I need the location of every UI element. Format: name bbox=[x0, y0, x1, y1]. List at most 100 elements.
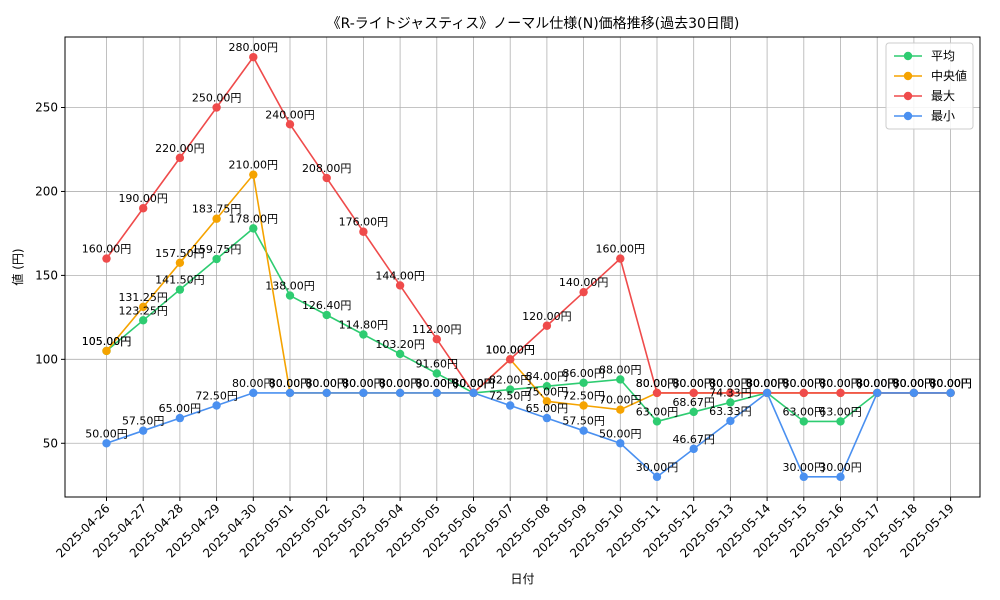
y-tick-label: 100 bbox=[35, 352, 58, 366]
data-label: 80.00円 bbox=[452, 377, 495, 390]
legend-entry: 最小 bbox=[931, 109, 955, 123]
data-label: 80.00円 bbox=[893, 377, 936, 390]
data-label: 80.00円 bbox=[746, 377, 789, 390]
data-point bbox=[836, 417, 845, 426]
data-point bbox=[139, 204, 148, 213]
data-label: 80.00円 bbox=[452, 377, 495, 390]
data-label: 100.00円 bbox=[485, 343, 535, 356]
data-point bbox=[139, 316, 148, 325]
data-label: 63.33円 bbox=[709, 405, 752, 418]
data-label: 105.00円 bbox=[82, 335, 132, 348]
data-label: 82.00円 bbox=[489, 374, 532, 387]
data-label: 80.00円 bbox=[672, 377, 715, 390]
data-label: 144.00円 bbox=[375, 269, 425, 282]
data-point bbox=[836, 388, 845, 398]
data-label: 80.00円 bbox=[636, 377, 679, 390]
chart-title: 《R-ライトジャスティス》ノーマル仕様(N)価格推移(過去30日間) bbox=[327, 16, 740, 32]
data-point bbox=[249, 170, 258, 179]
data-point bbox=[616, 375, 625, 384]
data-label: 80.00円 bbox=[305, 377, 348, 390]
data-point bbox=[432, 369, 441, 378]
data-label: 65.00円 bbox=[159, 402, 202, 415]
data-label: 80.00円 bbox=[305, 377, 348, 390]
data-point bbox=[726, 398, 735, 407]
data-label: 100.00円 bbox=[485, 343, 535, 356]
data-label: 80.00円 bbox=[746, 377, 789, 390]
data-point bbox=[652, 417, 662, 426]
data-point bbox=[395, 349, 405, 359]
data-label: 75.00円 bbox=[526, 385, 569, 398]
data-label: 80.00円 bbox=[342, 377, 385, 390]
data-label: 80.00円 bbox=[893, 377, 936, 390]
legend-marker bbox=[903, 91, 913, 101]
data-label: 63.00円 bbox=[783, 405, 826, 418]
axes: 2025-04-262025-04-272025-04-282025-04-29… bbox=[35, 101, 957, 561]
data-label: 80.00円 bbox=[452, 377, 495, 390]
data-point bbox=[542, 381, 552, 391]
data-point bbox=[285, 291, 295, 300]
data-label: 68.67円 bbox=[672, 396, 715, 409]
data-label: 114.80円 bbox=[339, 318, 389, 331]
data-label: 208.00円 bbox=[302, 162, 352, 175]
data-label: 80.00円 bbox=[819, 377, 862, 390]
data-label: 80.00円 bbox=[929, 377, 972, 390]
data-point bbox=[175, 153, 185, 163]
data-point bbox=[212, 214, 221, 223]
data-point bbox=[395, 388, 405, 398]
data-label: 80.00円 bbox=[269, 377, 312, 390]
data-label: 210.00円 bbox=[229, 159, 279, 172]
data-label: 70.00円 bbox=[599, 394, 642, 407]
data-label: 178.00円 bbox=[229, 212, 279, 225]
data-label: 80.00円 bbox=[709, 377, 752, 390]
legend-marker bbox=[903, 111, 913, 121]
data-point bbox=[616, 405, 625, 414]
legend-entry: 中央値 bbox=[931, 68, 967, 83]
data-label: 220.00円 bbox=[155, 142, 205, 155]
data-label: 30.00円 bbox=[636, 461, 679, 474]
data-label: 250.00円 bbox=[192, 92, 242, 105]
data-point bbox=[506, 401, 515, 410]
data-point bbox=[652, 472, 662, 482]
plot-series bbox=[102, 52, 955, 482]
data-label: 72.50円 bbox=[489, 390, 532, 403]
data-point bbox=[249, 388, 258, 398]
data-point bbox=[359, 330, 368, 339]
series-line-0 bbox=[105, 227, 951, 423]
data-label: 80.00円 bbox=[452, 377, 495, 390]
data-label: 65.00円 bbox=[526, 402, 569, 415]
x-axis-title: 日付 bbox=[510, 572, 534, 586]
data-point bbox=[212, 103, 221, 112]
data-label: 88.00円 bbox=[599, 363, 642, 376]
data-label: 140.00円 bbox=[559, 276, 609, 289]
data-point bbox=[285, 120, 295, 129]
data-point bbox=[395, 281, 405, 290]
data-point bbox=[579, 287, 588, 297]
data-point bbox=[175, 285, 185, 294]
data-point bbox=[322, 388, 331, 398]
data-label: 157.50円 bbox=[155, 247, 205, 260]
data-label: 72.50円 bbox=[562, 390, 605, 403]
data-label: 80.00円 bbox=[672, 377, 715, 390]
legend-marker bbox=[903, 71, 913, 81]
data-label: 105.00円 bbox=[82, 335, 132, 348]
data-point bbox=[506, 385, 515, 394]
data-label: 63.00円 bbox=[819, 405, 862, 418]
data-label: 80.00円 bbox=[783, 377, 826, 390]
legend-box bbox=[885, 42, 974, 130]
data-point bbox=[689, 444, 698, 454]
data-label: 159.75円 bbox=[192, 243, 242, 256]
data-point bbox=[432, 334, 441, 344]
data-label: 80.00円 bbox=[746, 377, 789, 390]
series-line-2 bbox=[105, 55, 951, 395]
data-point bbox=[726, 416, 735, 426]
data-point bbox=[175, 413, 185, 423]
data-point bbox=[212, 254, 221, 264]
data-label: 240.00円 bbox=[265, 108, 315, 121]
data-point bbox=[359, 388, 368, 398]
data-point bbox=[579, 426, 588, 435]
data-point bbox=[652, 388, 662, 398]
data-label: 80.00円 bbox=[929, 377, 972, 390]
data-label: 183.75円 bbox=[192, 203, 242, 216]
grid bbox=[65, 37, 980, 497]
